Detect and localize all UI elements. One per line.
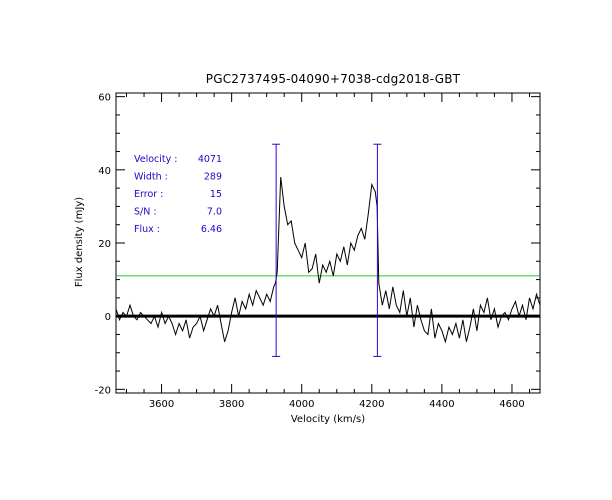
y-axis-label: Flux density (mJy) [74,197,85,287]
plot-area: 3600 3800 4000 4200 4400 4600 -20 0 20 40 60 Veloci… [95,92,541,410]
plot-frame [115,92,541,394]
y-tick-label: 40 [98,166,111,177]
x-tick-label: 3800 [219,399,244,410]
annotation-value: 15 [210,189,222,200]
chart-title: PGC2737495-04090+7038-cdg2018-GBT [206,72,461,86]
annotation-value: 289 [204,172,222,183]
y-tick-label: 0 [105,312,111,323]
annotation-value: 7.0 [207,207,222,218]
y-tick-label: 60 [98,93,111,104]
x-tick-label: 3600 [149,399,174,410]
spectrum-line [115,177,541,344]
annotation-value: 4071 [198,154,222,165]
y-tick-label: 20 [98,239,111,250]
y-tick-label: -20 [95,385,111,396]
annotation-label: Velocity : [134,154,178,165]
annotation-label: Width : [134,172,168,183]
x-tick-label: 4200 [359,399,384,410]
x-axis-label: Velocity (km/s) [291,414,365,425]
annotation-value: 6.46 [201,224,222,235]
annotation-label: Error : [134,189,163,200]
x-tick-label: 4000 [289,399,314,410]
annotation-label: Flux : [134,224,160,235]
x-tick-label: 4400 [429,399,454,410]
x-tick-label: 4600 [499,399,524,410]
annotation-label: S/N : [134,207,157,218]
